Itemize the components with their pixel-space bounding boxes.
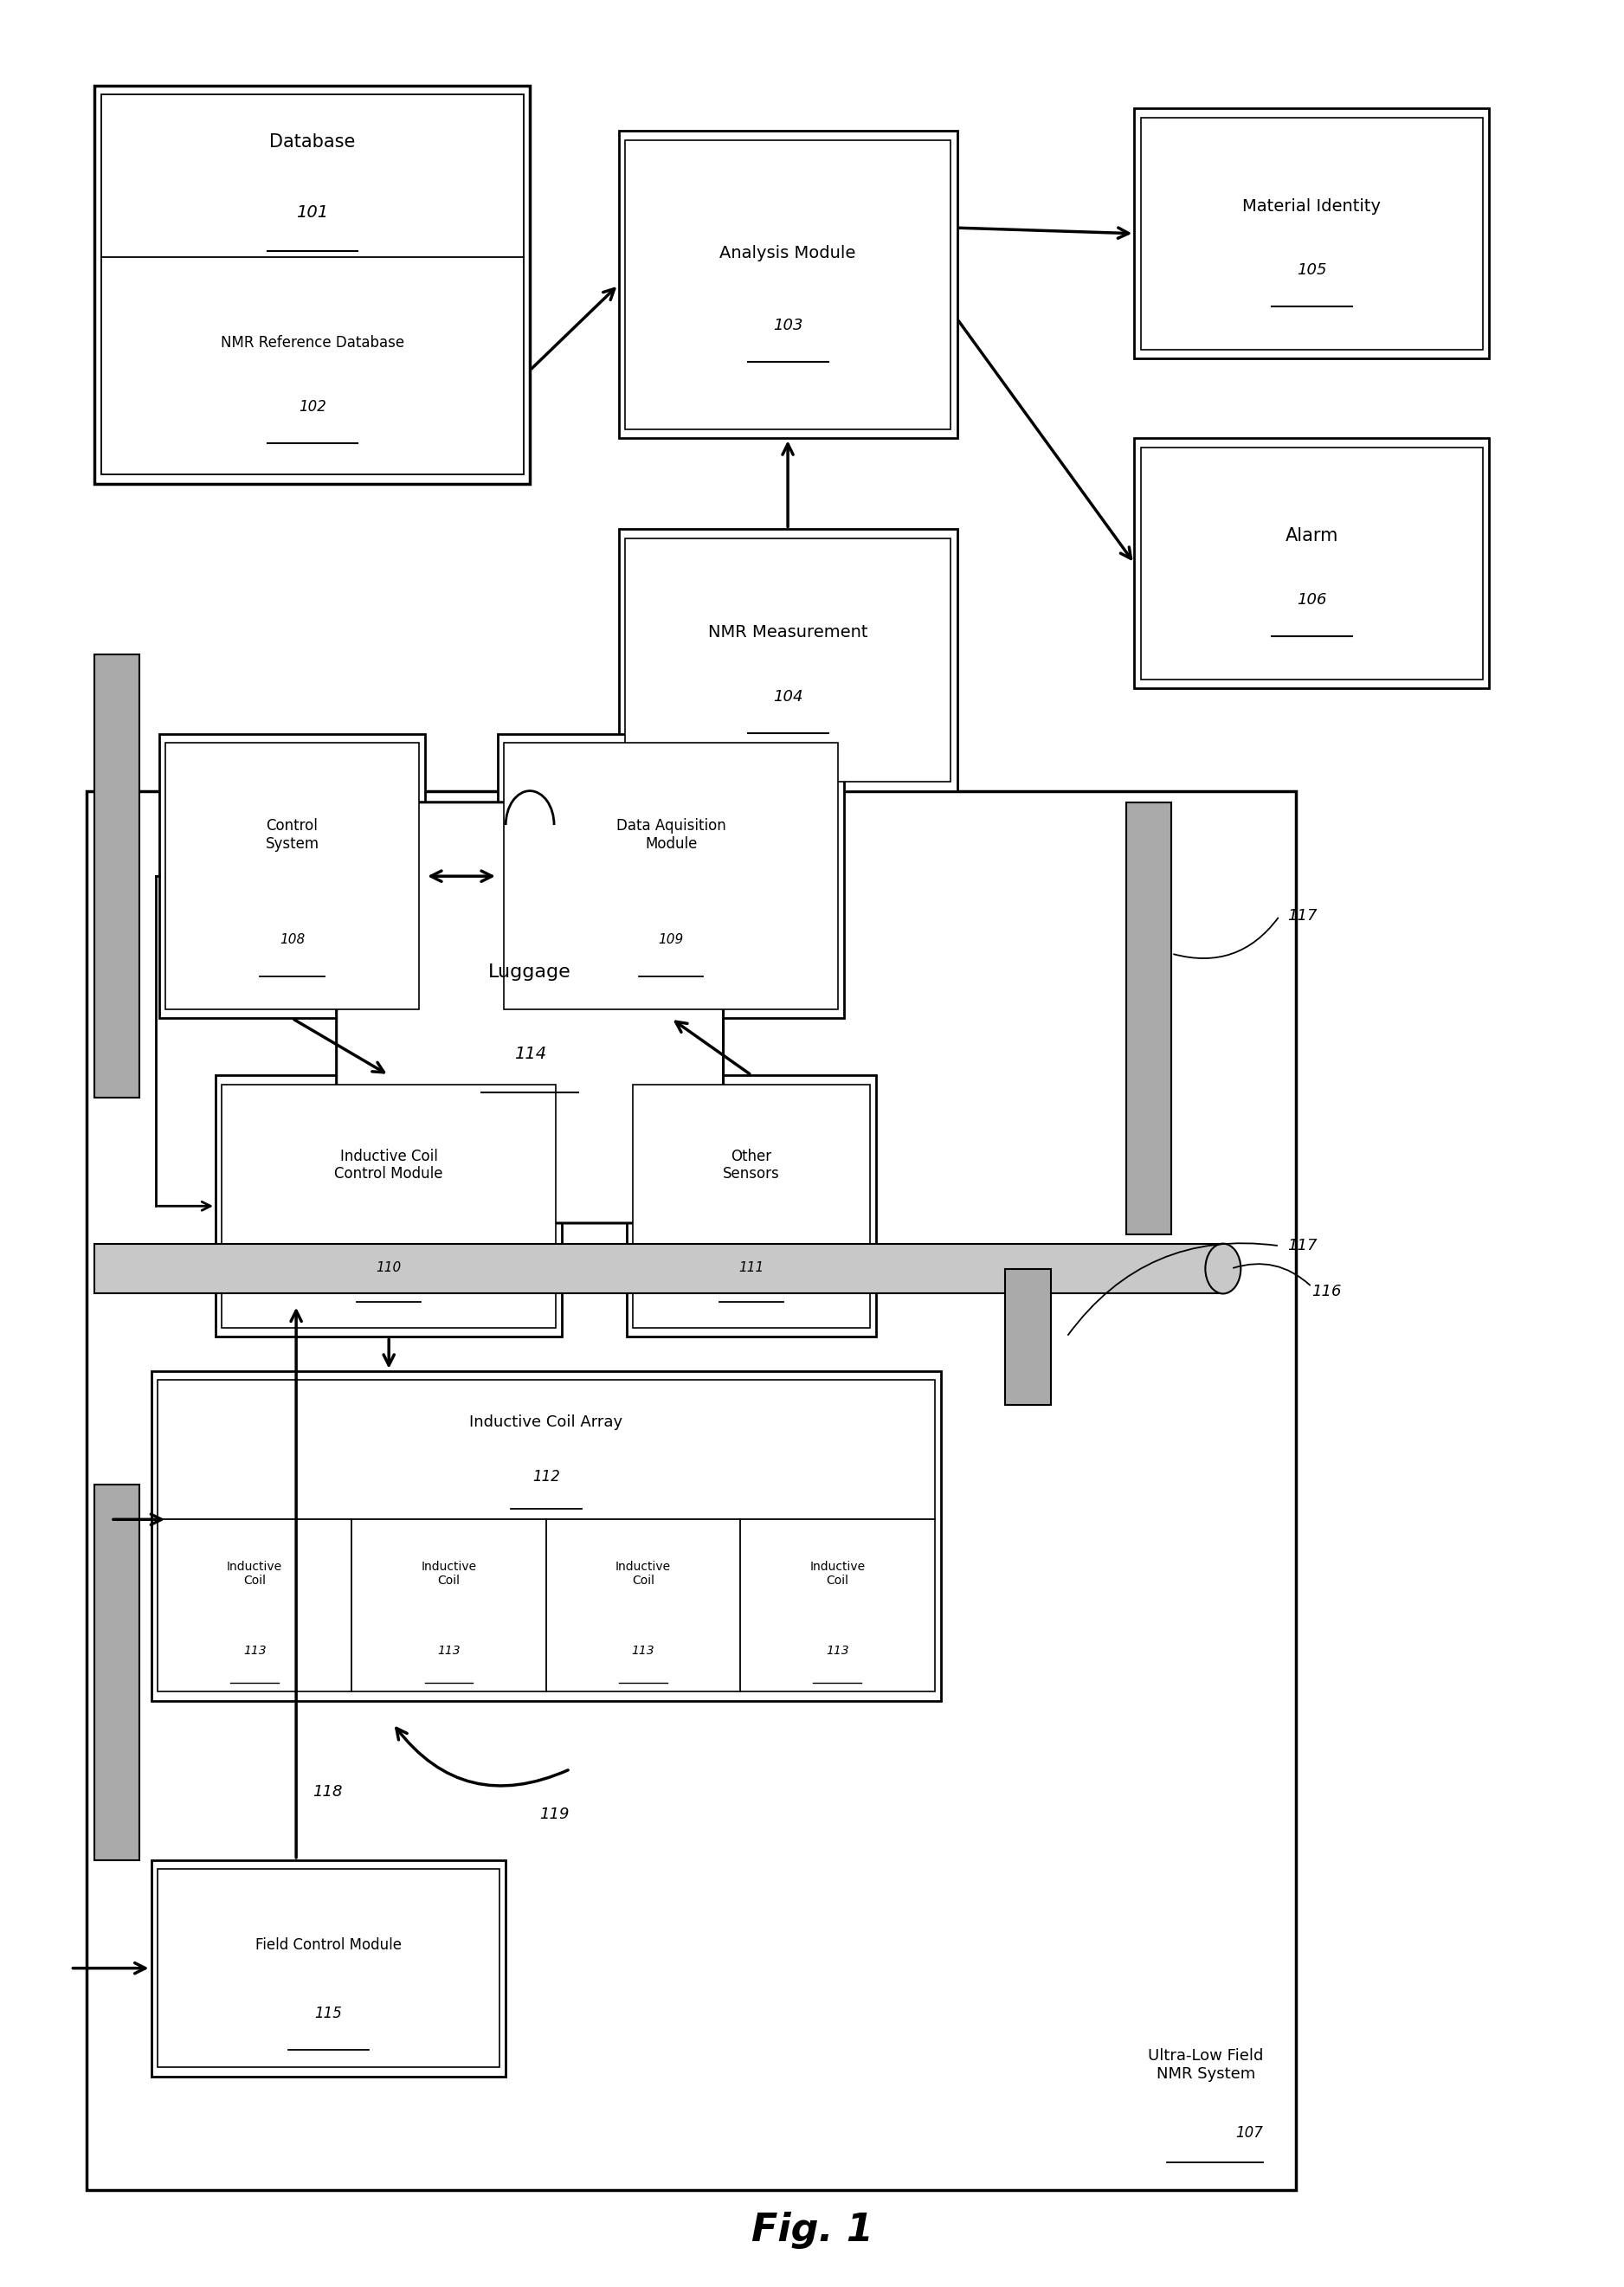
Text: 111: 111: [739, 1260, 765, 1274]
Bar: [619, 130, 957, 439]
Text: Inductive Coil
Control Module: Inductive Coil Control Module: [335, 1148, 443, 1182]
Text: 107: 107: [1236, 2125, 1263, 2141]
Text: Alarm: Alarm: [1285, 528, 1338, 544]
Text: 102: 102: [299, 398, 326, 414]
Bar: [159, 734, 425, 1018]
Bar: [1127, 803, 1171, 1235]
Bar: [1135, 107, 1489, 359]
Text: Field Control Module: Field Control Module: [255, 1937, 401, 1953]
Text: 112: 112: [533, 1468, 560, 1484]
Text: Database: Database: [270, 133, 356, 151]
Text: 109: 109: [658, 933, 684, 947]
Bar: [94, 654, 140, 1098]
Bar: [1140, 117, 1483, 350]
Text: 113: 113: [632, 1644, 654, 1658]
Bar: [222, 1084, 555, 1329]
Text: NMR Measurement: NMR Measurement: [708, 624, 867, 640]
Ellipse shape: [1205, 1244, 1241, 1294]
Bar: [158, 1868, 499, 2067]
Text: Data Aquisition
Module: Data Aquisition Module: [615, 819, 726, 853]
Text: 113: 113: [827, 1644, 849, 1658]
Text: 116: 116: [1312, 1283, 1341, 1299]
Bar: [94, 1244, 1223, 1294]
Bar: [94, 1484, 140, 1859]
Bar: [151, 1370, 940, 1702]
Bar: [86, 791, 1296, 2191]
Text: Fig. 1: Fig. 1: [750, 2212, 874, 2248]
Bar: [619, 528, 957, 791]
Bar: [101, 94, 523, 476]
Text: 113: 113: [437, 1644, 461, 1658]
Text: 103: 103: [773, 318, 802, 334]
Text: Inductive Coil Array: Inductive Coil Array: [469, 1416, 622, 1429]
Text: Analysis Module: Analysis Module: [719, 245, 856, 261]
Text: 110: 110: [377, 1260, 401, 1274]
Text: Luggage: Luggage: [489, 963, 572, 981]
Text: 118: 118: [312, 1784, 343, 1800]
Text: Inductive
Coil: Inductive Coil: [421, 1560, 477, 1587]
Text: 117: 117: [1288, 908, 1317, 924]
Bar: [625, 537, 950, 782]
Bar: [94, 85, 529, 485]
Text: Control
System: Control System: [265, 819, 318, 853]
Bar: [633, 1084, 870, 1329]
Text: 114: 114: [513, 1045, 546, 1061]
Text: NMR Reference Database: NMR Reference Database: [221, 336, 404, 350]
Bar: [627, 1075, 877, 1338]
Text: 113: 113: [244, 1644, 266, 1658]
Bar: [216, 1075, 562, 1338]
Bar: [1135, 439, 1489, 688]
Bar: [166, 743, 419, 1009]
Bar: [497, 734, 844, 1018]
FancyBboxPatch shape: [336, 803, 723, 1224]
Bar: [1140, 448, 1483, 679]
Bar: [151, 1859, 505, 2077]
Text: Inductive
Coil: Inductive Coil: [810, 1560, 866, 1587]
Text: 117: 117: [1288, 1237, 1317, 1253]
Text: 108: 108: [279, 933, 305, 947]
Text: Inductive
Coil: Inductive Coil: [227, 1560, 283, 1587]
Text: 101: 101: [296, 204, 328, 220]
Text: 106: 106: [1298, 592, 1327, 608]
Bar: [503, 743, 838, 1009]
Text: 115: 115: [315, 2006, 343, 2022]
Text: Other
Sensors: Other Sensors: [723, 1148, 780, 1182]
Text: 119: 119: [539, 1807, 568, 1823]
Bar: [158, 1379, 934, 1692]
Text: 104: 104: [773, 688, 802, 704]
Text: Ultra-Low Field
NMR System: Ultra-Low Field NMR System: [1148, 2049, 1263, 2081]
Bar: [1005, 1269, 1051, 1404]
Bar: [625, 140, 950, 430]
Text: Inductive
Coil: Inductive Coil: [615, 1560, 671, 1587]
Text: 105: 105: [1298, 263, 1327, 277]
Text: Material Identity: Material Identity: [1242, 199, 1380, 215]
